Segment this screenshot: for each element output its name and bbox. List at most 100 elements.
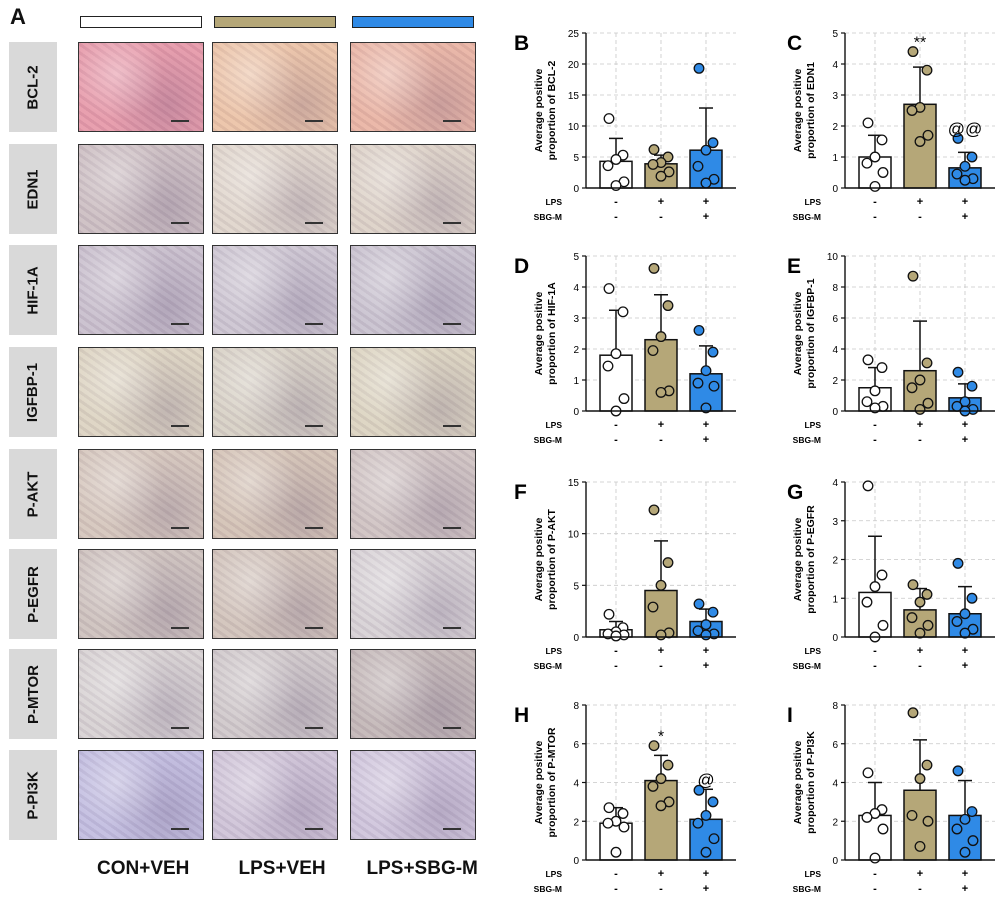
panel-letter: B xyxy=(514,32,529,55)
chart-panel-i: I 0 2 4 6 8 Average positive proportion of P-PI… xyxy=(787,701,995,895)
scale-bar xyxy=(443,627,461,629)
data-point xyxy=(862,480,874,492)
stain-label: P-AKT xyxy=(9,449,57,539)
micrograph-tile xyxy=(350,449,476,539)
y-tick-label: 6 xyxy=(832,740,838,751)
group-color-bar xyxy=(80,16,202,28)
data-point xyxy=(914,627,926,639)
treatment-sign-lps: + xyxy=(658,419,664,431)
data-point xyxy=(700,619,712,631)
treatment-sign-sbg: + xyxy=(962,434,968,446)
data-point xyxy=(707,137,719,149)
scale-bar xyxy=(305,323,323,325)
y-tick-label: 1 xyxy=(832,153,838,164)
treatment-label-sbg: SBG-M xyxy=(534,212,562,222)
micrograph-tile xyxy=(350,649,476,739)
data-point xyxy=(952,765,964,777)
data-point xyxy=(959,174,971,186)
scale-bar xyxy=(443,120,461,122)
data-point xyxy=(967,835,979,847)
treatment-sign-sbg: + xyxy=(962,883,968,895)
micrograph-tile xyxy=(212,449,338,539)
data-point xyxy=(700,144,712,156)
micrograph-tile xyxy=(350,549,476,639)
y-axis-label: Average positive xyxy=(533,741,545,825)
micrograph-tile xyxy=(350,245,476,335)
data-point xyxy=(869,151,881,163)
treatment-sign-lps: + xyxy=(917,419,923,431)
data-point xyxy=(862,354,874,366)
bar xyxy=(644,779,678,861)
treatment-label-sbg: SBG-M xyxy=(793,435,821,445)
significance-mark: * xyxy=(658,729,664,746)
data-point xyxy=(655,629,667,641)
data-point xyxy=(648,740,660,752)
y-axis-label: Average positive xyxy=(792,741,804,825)
panel-letter: E xyxy=(787,255,801,278)
data-point xyxy=(602,160,614,172)
data-point xyxy=(862,767,874,779)
data-point xyxy=(700,846,712,858)
y-tick-label: 0 xyxy=(832,184,838,195)
treatment-sign-lps: - xyxy=(614,419,618,431)
y-tick-label: 5 xyxy=(832,29,838,40)
data-point xyxy=(906,382,918,394)
treatment-sign-sbg: - xyxy=(659,883,663,895)
significance-mark: @@ xyxy=(948,119,983,138)
treatment-label-lps: LPS xyxy=(545,869,562,879)
panel-letter: C xyxy=(787,32,802,55)
data-point xyxy=(648,262,660,274)
treatment-sign-lps: - xyxy=(614,868,618,880)
micrograph-tile xyxy=(212,750,338,840)
y-axis-label: Average positive xyxy=(792,518,804,602)
stain-label: EDN1 xyxy=(9,144,57,234)
treatment-sign-lps: - xyxy=(873,419,877,431)
scale-bar xyxy=(171,527,189,529)
micrograph-tile xyxy=(78,449,204,539)
scale-bar xyxy=(171,627,189,629)
y-tick-label: 8 xyxy=(832,283,838,294)
scale-bar xyxy=(443,828,461,830)
data-point xyxy=(700,177,712,189)
data-point xyxy=(700,365,712,377)
y-tick-label: 4 xyxy=(832,779,838,790)
micrograph-tile xyxy=(78,144,204,234)
data-point xyxy=(914,374,926,386)
data-point xyxy=(914,596,926,608)
scale-bar xyxy=(443,727,461,729)
y-tick-label: 4 xyxy=(573,779,579,790)
y-axis-label: proportion of P-PI3K xyxy=(805,731,817,834)
y-tick-label: 1 xyxy=(832,594,838,605)
treatment-label-lps: LPS xyxy=(545,646,562,656)
treatment-sign-sbg: - xyxy=(918,883,922,895)
scale-bar xyxy=(171,120,189,122)
data-point xyxy=(907,46,919,58)
y-tick-label: 0 xyxy=(832,856,838,867)
data-point xyxy=(862,117,874,129)
data-point xyxy=(922,397,934,409)
chart-panel-e: E 0 2 4 6 8 10 Average positive proportion of IG… xyxy=(787,252,995,446)
y-tick-label: 4 xyxy=(832,478,838,489)
treatment-sign-lps: - xyxy=(873,868,877,880)
data-point xyxy=(914,840,926,852)
y-tick-label: 20 xyxy=(568,60,580,71)
scale-bar xyxy=(305,222,323,224)
treatment-sign-sbg: + xyxy=(703,434,709,446)
chart-panel-g: G 0 1 2 3 4 Average positive proportion of P-EG… xyxy=(787,478,995,672)
stain-label: IGFBP-1 xyxy=(9,347,57,437)
treatment-sign-lps: + xyxy=(658,645,664,657)
data-point xyxy=(959,608,971,620)
data-point xyxy=(921,64,933,76)
data-point xyxy=(959,813,971,825)
scale-bar xyxy=(305,120,323,122)
treatment-sign-sbg: - xyxy=(918,434,922,446)
treatment-sign-lps: + xyxy=(962,645,968,657)
data-point xyxy=(922,619,934,631)
treatment-sign-sbg: - xyxy=(873,211,877,223)
treatment-sign-sbg: - xyxy=(918,660,922,672)
y-tick-label: 4 xyxy=(832,345,838,356)
data-point xyxy=(877,619,889,631)
data-point xyxy=(693,598,705,610)
data-point xyxy=(692,817,704,829)
data-point xyxy=(921,759,933,771)
